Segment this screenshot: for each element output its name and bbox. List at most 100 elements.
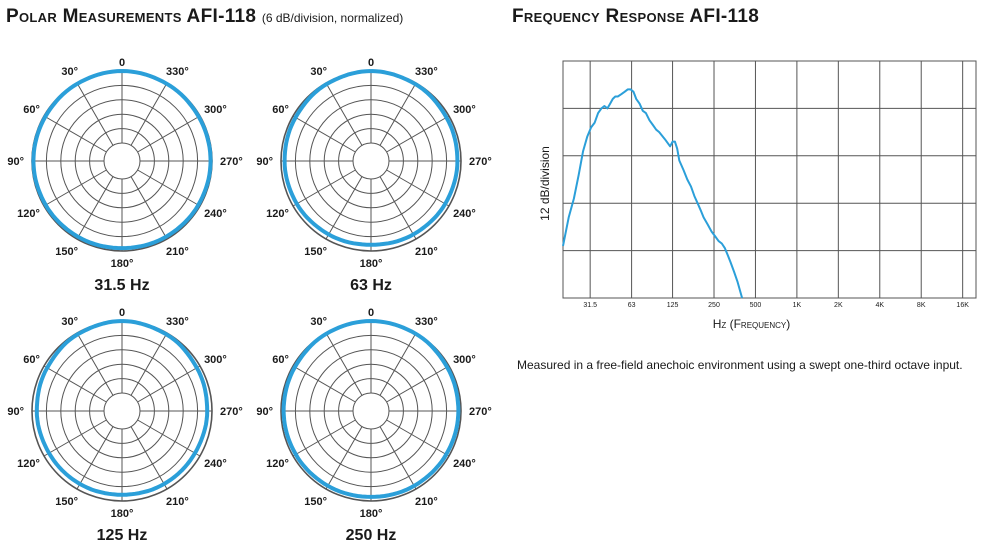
polar-angle-label: 60° [23,104,40,116]
polar-plot-1: 0 30° 60° 90° 120° 150° 180° 210° 240° 270° 300° 33… [256,57,491,294]
x-tick-label: 500 [750,302,762,309]
polar-angle-label: 0 [119,307,125,319]
polar-angle-label: 270° [469,156,492,168]
polar-trace [34,319,210,497]
polar-angle-label: 180° [111,258,134,270]
polar-spoke [137,419,201,457]
polar-angle-label: 240° [453,208,476,220]
polar-spoke [292,365,356,403]
x-tick-label: 1K [793,302,802,309]
polar-angle-label: 330° [166,316,189,328]
plot-frame [562,60,977,299]
polar-spoke [325,176,363,240]
polar-spoke [292,115,356,153]
x-tick-label: 250 [708,302,720,309]
polar-angle-label: 30° [61,316,78,328]
polar-angle-label: 270° [220,406,243,418]
frequency-response-trace [562,88,744,299]
polar-plot-2: 0 30° 60° 90° 120° 150° 180° 210° 240° 270° 300° 33… [7,307,242,544]
polar-angle-label: 210° [415,246,438,258]
polar-angle-label: 120° [17,458,40,470]
y-axis-label: 12 dB/division [538,146,552,221]
polar-spoke [43,419,107,457]
polar-spoke [325,82,363,146]
polar-angle-label: 210° [166,246,189,258]
polar-angle-label: 300° [204,354,227,366]
polar-angle-label: 150° [304,496,327,508]
polar-angle-label: 30° [310,316,327,328]
polar-angle-label: 150° [55,496,78,508]
polar-angle-label: 180° [360,258,383,270]
polar-angle-label: 90° [7,156,24,168]
polar-angle-label: 90° [256,156,273,168]
polar-angle-label: 150° [55,246,78,258]
polar-spoke [325,332,363,396]
polar-angle-label: 60° [272,354,289,366]
polar-angle-label: 300° [453,104,476,116]
polar-spoke [386,169,450,207]
x-tick-label: 63 [628,302,636,309]
polar-angle-label: 60° [23,354,40,366]
polar-plot-0: 0 30° 60° 90° 120° 150° 180° 210° 240° 270° 300° 33… [7,57,242,294]
polar-spoke [76,176,114,240]
polar-angle-label: 270° [220,156,243,168]
polar-frequency-label: 125 Hz [97,527,148,544]
x-tick-label: 125 [667,302,679,309]
polar-angle-label: 240° [453,458,476,470]
polar-spoke [76,82,114,146]
polar-angle-label: 240° [204,458,227,470]
polar-spoke [130,176,168,240]
polar-trace [281,319,461,499]
polar-spoke [292,419,356,457]
polar-angle-label: 300° [204,104,227,116]
x-tick-label: 16K [956,302,969,309]
polar-trace [282,69,460,247]
polar-spoke [386,419,450,457]
polar-spoke [379,426,417,490]
polar-angle-label: 30° [310,66,327,78]
frequency-plot: 31.5 63 125 250 500 1K 2K 4K 8K 16K Hz (Frequency)… [538,60,977,331]
polar-angle-label: 120° [266,458,289,470]
x-tick-label: 4K [875,302,884,309]
polar-angle-label: 120° [17,208,40,220]
polar-spoke [137,169,201,207]
polar-spoke [292,169,356,207]
polar-measurements-title: Polar Measurements AFI-118 (6 dB/divisio… [6,6,404,27]
x-tick-label: 2K [834,302,843,309]
polar-angle-label: 210° [166,496,189,508]
polar-angle-label: 240° [204,208,227,220]
polar-spoke [379,176,417,240]
polar-angle-label: 0 [368,307,374,319]
x-tick-label: 8K [917,302,926,309]
polar-frequency-label: 63 Hz [350,277,392,294]
polar-angle-label: 210° [415,496,438,508]
polar-angle-label: 120° [266,208,289,220]
polar-frequency-label: 250 Hz [346,527,397,544]
polar-angle-label: 270° [469,406,492,418]
polar-angle-label: 180° [360,508,383,520]
polar-angle-label: 0 [368,57,374,69]
polar-trace [31,69,213,251]
x-tick-label: 31.5 [583,302,597,309]
polar-angle-label: 330° [166,66,189,78]
polar-spoke [130,82,168,146]
polar-spoke [137,115,201,153]
polar-spoke [43,169,107,207]
polar-spoke [379,82,417,146]
measurement-caption: Measured in a free-field anechoic enviro… [517,358,963,372]
polar-angle-label: 330° [415,66,438,78]
polar-plot-3: 0 30° 60° 90° 120° 150° 180° 210° 240° 270° 300° 33… [256,307,491,544]
polar-angle-label: 330° [415,316,438,328]
polar-spoke [130,426,168,490]
polar-angle-label: 90° [256,406,273,418]
polar-spoke [76,426,114,490]
x-axis-label: Hz (Frequency) [713,317,791,331]
polar-angle-label: 150° [304,246,327,258]
polar-spoke [386,365,450,403]
polar-angle-label: 180° [111,508,134,520]
polar-angle-label: 90° [7,406,24,418]
polar-spoke [137,365,201,403]
polar-angle-label: 60° [272,104,289,116]
